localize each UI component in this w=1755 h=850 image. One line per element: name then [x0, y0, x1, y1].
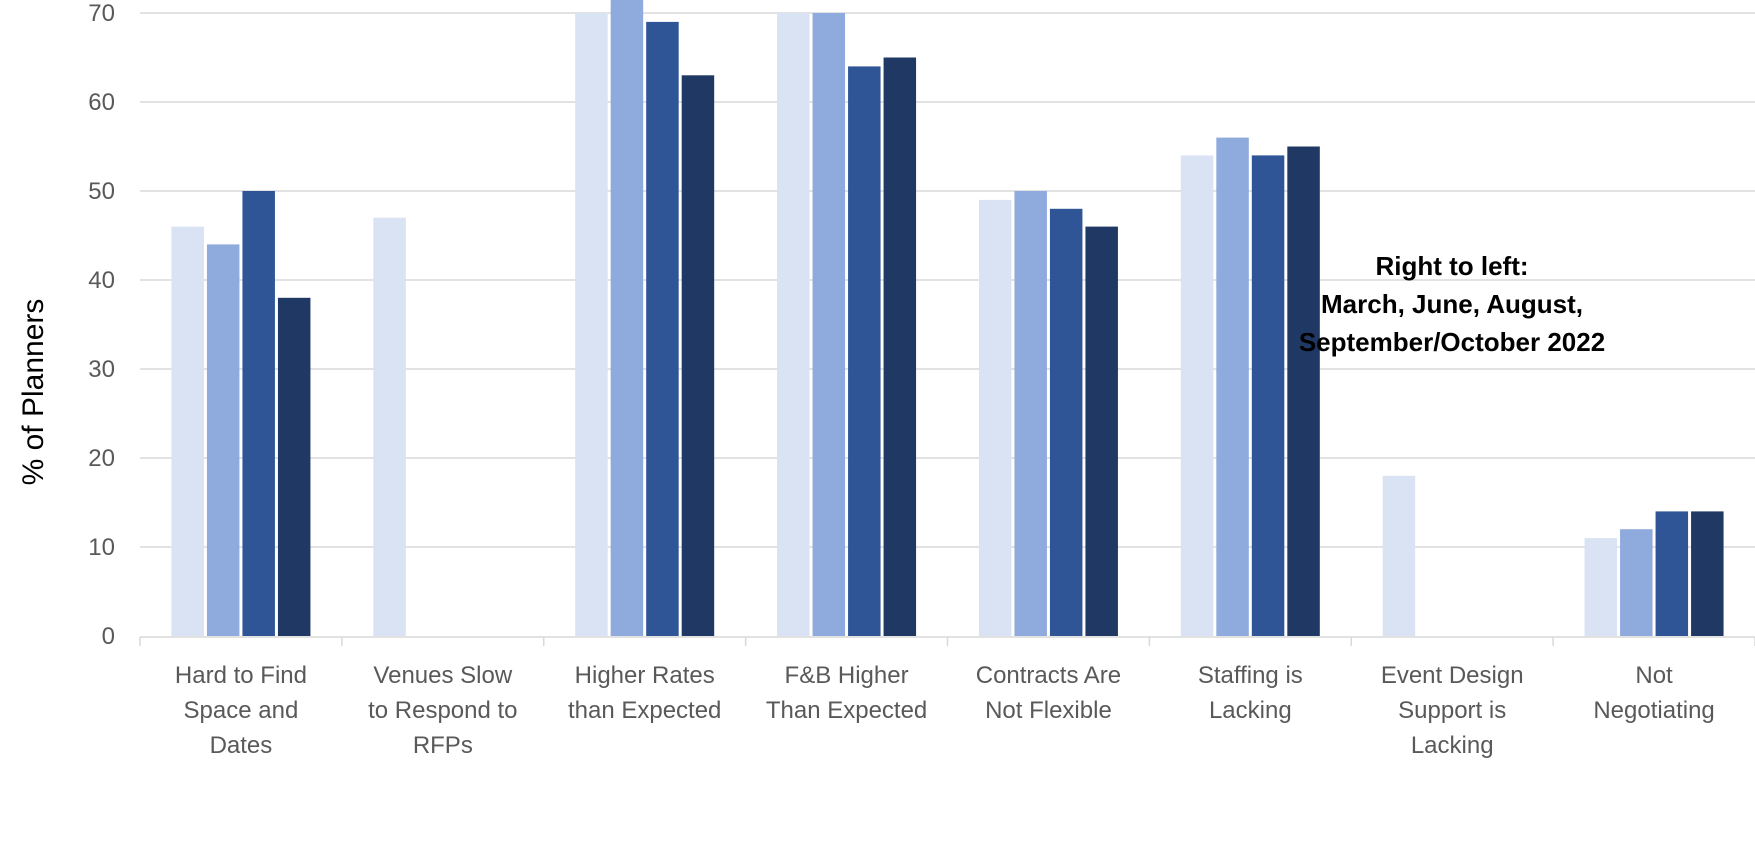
bar — [681, 75, 715, 637]
y-tick-label: 70 — [88, 0, 115, 27]
x-category-label: Hard to Find Space and Dates — [175, 662, 307, 759]
bar — [171, 226, 204, 636]
bar — [1620, 529, 1653, 636]
bar — [206, 244, 240, 636]
bar — [1655, 511, 1689, 636]
series-order-annotation: Right to left: March, June, August, Septem… — [1299, 251, 1605, 357]
x-axis — [139, 636, 1755, 646]
bar — [1287, 146, 1320, 636]
bar — [575, 13, 608, 636]
bar — [848, 66, 881, 636]
bar — [777, 13, 810, 636]
y-tick-label: 0 — [102, 623, 115, 650]
x-category-label: Higher Rates than Expected — [568, 662, 721, 724]
bar — [1180, 155, 1214, 636]
bar — [373, 217, 406, 636]
bar — [1216, 137, 1249, 636]
y-tick-label: 20 — [88, 445, 115, 472]
bar — [277, 297, 311, 636]
bar — [1049, 208, 1083, 637]
bar — [646, 21, 679, 636]
bar — [610, 0, 644, 636]
x-category-label: Event Design Support is Lacking — [1381, 662, 1524, 759]
x-category-label: Not Negotiating — [1593, 662, 1714, 724]
bar — [1382, 475, 1416, 636]
gridlines — [140, 12, 1755, 548]
bar — [1085, 226, 1118, 636]
y-tick-label: 40 — [88, 267, 115, 294]
y-tick-label: 30 — [88, 356, 115, 383]
y-tick-label: 60 — [88, 89, 115, 116]
bar — [1251, 155, 1285, 636]
bar — [1691, 511, 1724, 636]
bar — [242, 191, 275, 636]
bar — [812, 13, 846, 636]
bar — [1014, 191, 1047, 636]
y-tick-label: 10 — [88, 534, 115, 561]
x-category-label: Contracts Are Not Flexible — [976, 662, 1121, 724]
bars — [171, 0, 1724, 637]
bar — [1584, 538, 1618, 636]
y-axis-label: % of Planners — [17, 299, 50, 486]
bar — [883, 57, 917, 636]
x-category-label: Staffing is Lacking — [1198, 662, 1303, 724]
x-category-label: F&B Higher Than Expected — [766, 662, 927, 724]
x-axis-categories: Hard to Find Space and Dates Venues Slow to … — [175, 662, 1715, 759]
x-category-label: Venues Slow to Respond to RFPs — [368, 662, 517, 759]
y-tick-label: 50 — [88, 178, 115, 205]
bar — [978, 199, 1012, 636]
y-axis-ticks: 0 10 20 30 40 50 60 70 — [88, 0, 115, 650]
